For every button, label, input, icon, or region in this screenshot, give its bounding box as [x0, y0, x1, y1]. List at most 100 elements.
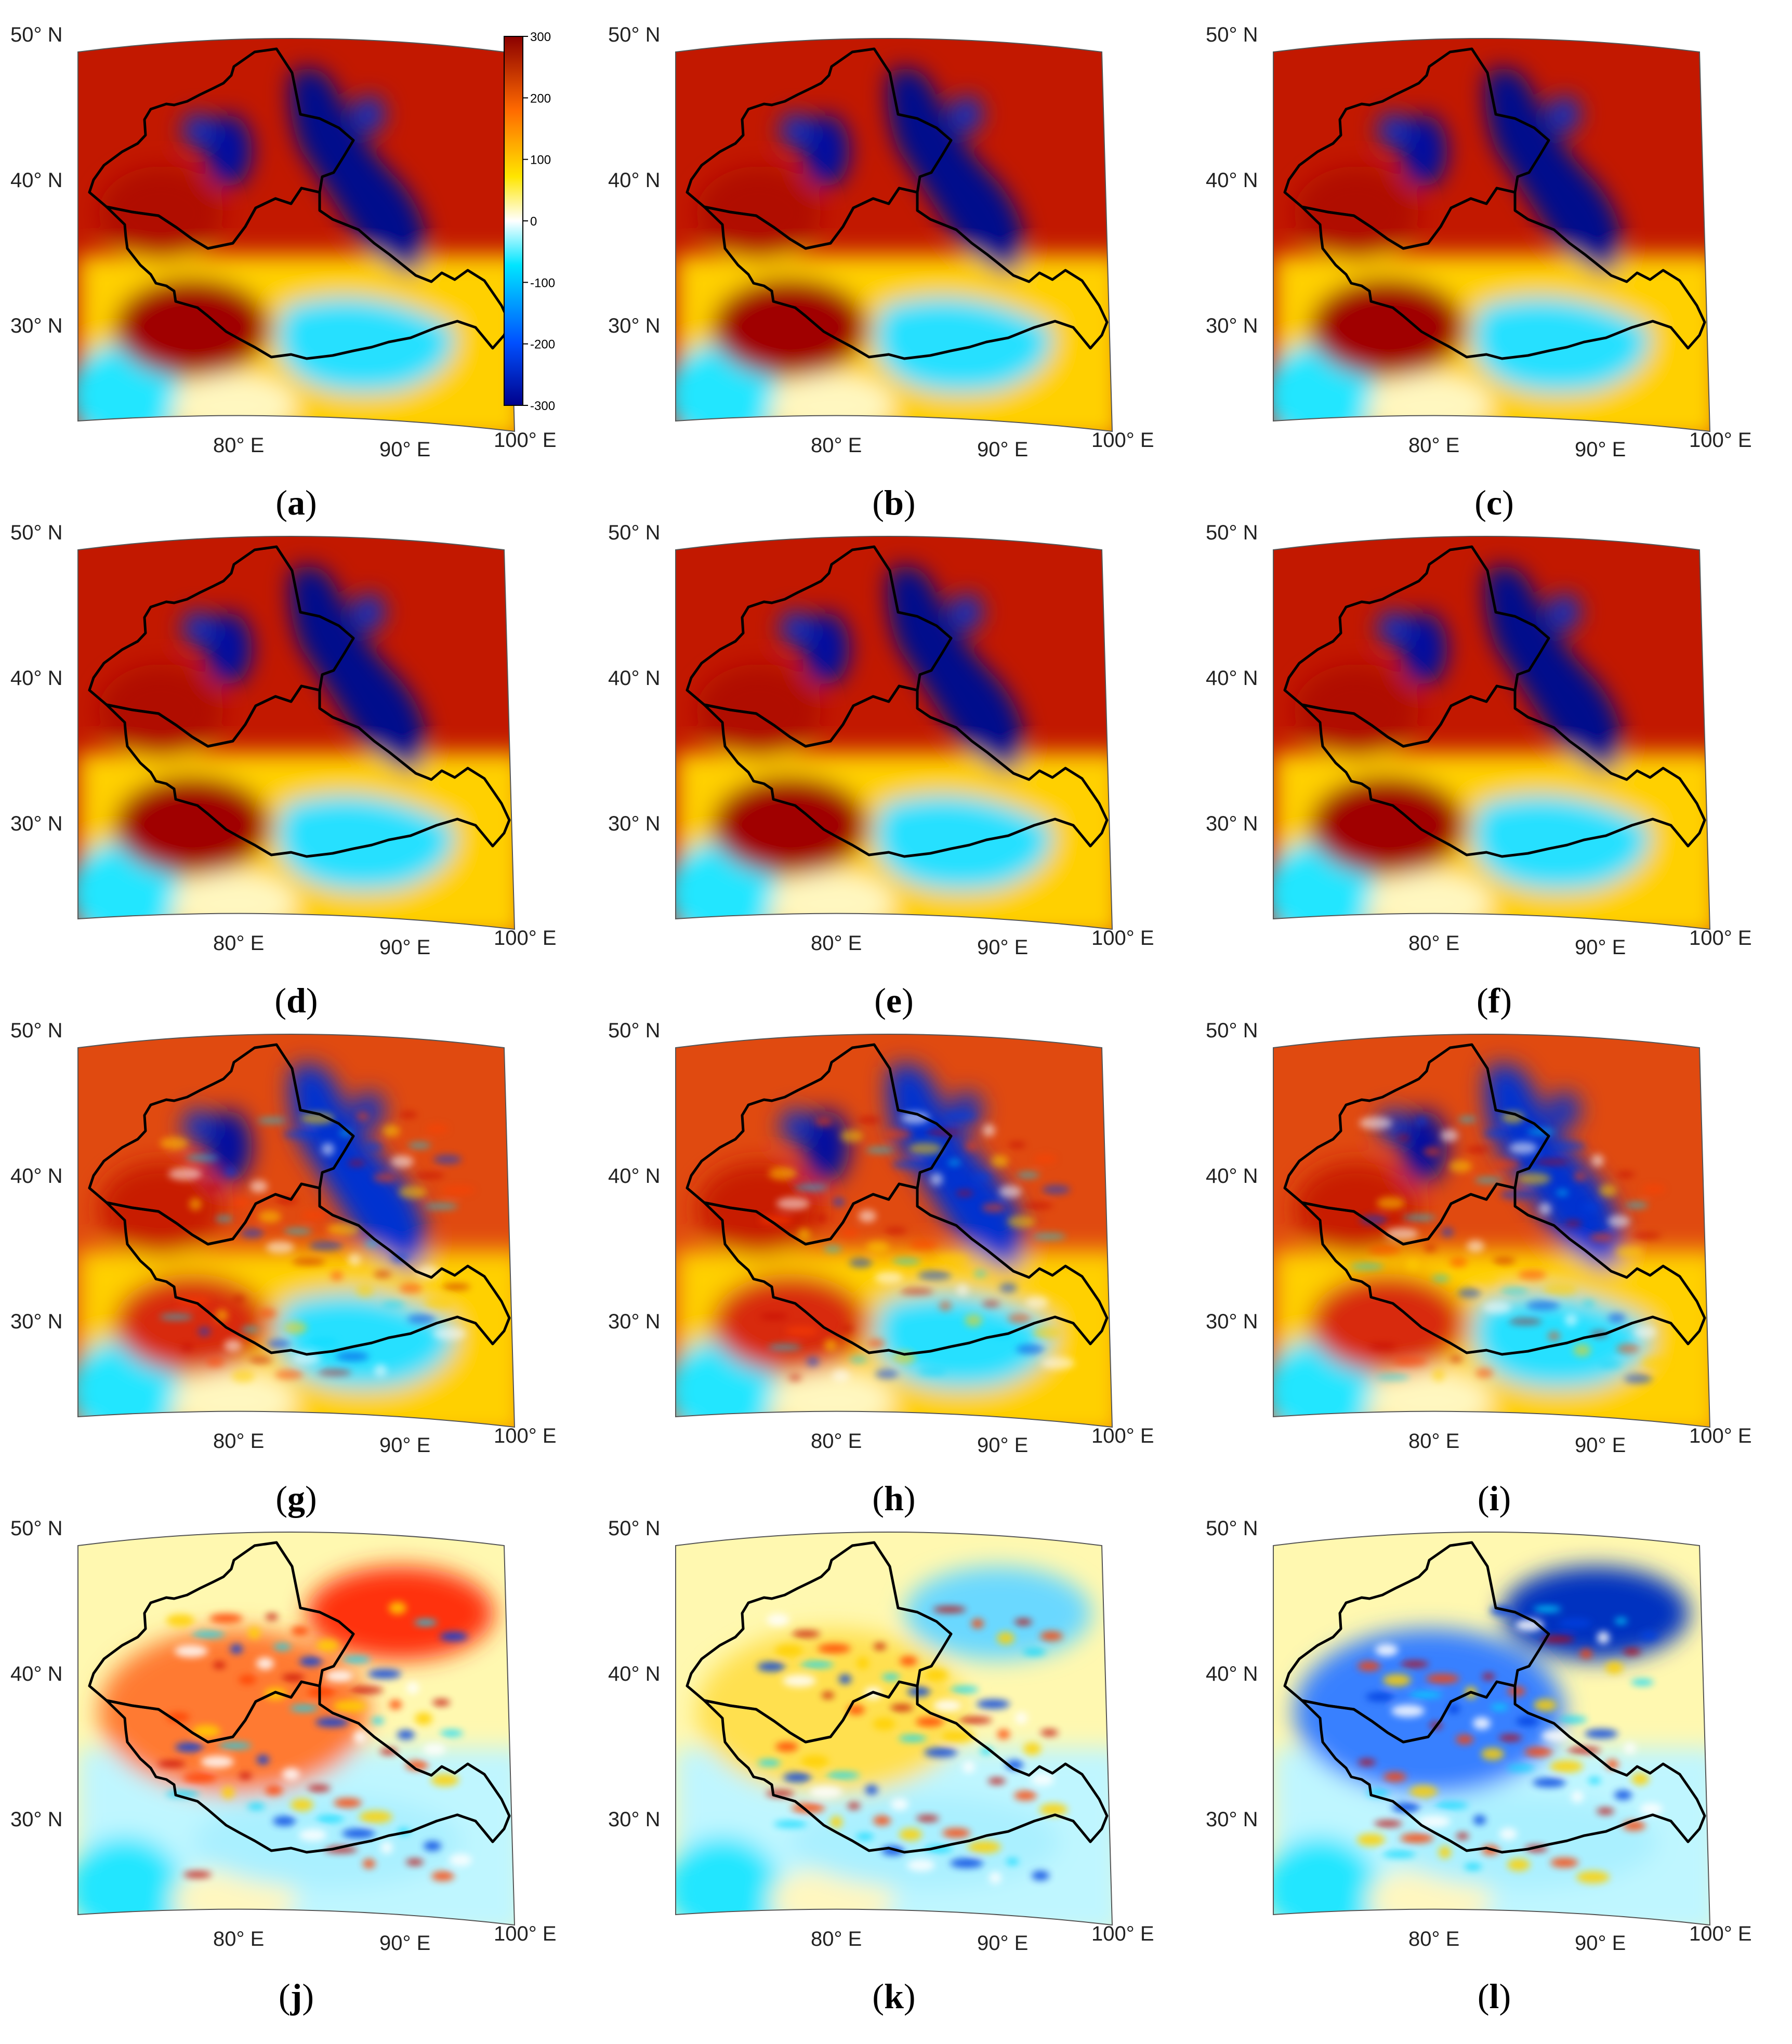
lat-label-30: 30° N [1206, 314, 1258, 337]
colorbar-tick: -200 [530, 338, 555, 352]
lat-label-30: 30° N [10, 812, 63, 835]
lat-label-50: 50° N [10, 1517, 63, 1540]
lat-label-40: 40° N [10, 1165, 63, 1188]
anomaly-field [1273, 1532, 1710, 1925]
map-panel-c: 50° N 40° N 30° N 80° E 90° E 100° E [1206, 23, 1752, 461]
map-panel-h: 50° N 40° N 30° N 80° E 90° E 100° E [608, 1019, 1154, 1457]
lat-label-30: 30° N [10, 1808, 63, 1831]
lon-label-90: 90° E [977, 438, 1028, 461]
map-panel-e: 50° N 40° N 30° N 80° E 90° E 100° E [608, 521, 1154, 959]
lat-label-50: 50° N [1206, 1019, 1258, 1042]
lon-label-100: 100° E [494, 927, 557, 950]
colorbar: 300 200 100 0 -100 -200 -300 [504, 30, 555, 413]
lon-label-80: 80° E [811, 1928, 862, 1950]
map-frame [675, 1532, 1113, 1926]
map-frame [675, 1034, 1113, 1428]
lat-label-30: 30° N [10, 1310, 63, 1333]
lat-label-50: 50° N [1206, 521, 1258, 544]
lat-label-50: 50° N [1206, 23, 1258, 46]
panel-caption-j: (j) [279, 1976, 314, 2016]
lat-label-50: 50° N [608, 23, 661, 46]
lat-label-40: 40° N [10, 169, 63, 192]
lon-label-80: 80° E [811, 932, 862, 955]
anomaly-field [1273, 1034, 1710, 1427]
lon-label-90: 90° E [1575, 1434, 1626, 1457]
lon-label-100: 100° E [1689, 429, 1752, 452]
map-frame [1273, 1034, 1711, 1428]
panel-caption-k: (k) [872, 1976, 915, 2016]
region-boundary [686, 47, 1109, 360]
lat-label-50: 50° N [10, 23, 63, 46]
region-boundary [1283, 1043, 1706, 1356]
lon-label-80: 80° E [1408, 1430, 1459, 1453]
lon-label-80: 80° E [1408, 1928, 1459, 1950]
lon-label-80: 80° E [811, 1430, 862, 1453]
map-panel-a: 50° N 40° N 30° N 80° E 90° E 100° E [10, 23, 557, 461]
map-frame [77, 38, 516, 432]
panel-caption-a: (a) [275, 483, 317, 522]
lon-label-100: 100° E [494, 1425, 557, 1447]
map-frame [1273, 1532, 1711, 1926]
region-boundary [686, 1541, 1109, 1854]
map-panel-g: 50° N 40° N 30° N 80° E 90° E 100° E [10, 1019, 557, 1457]
lon-label-100: 100° E [1091, 927, 1154, 950]
lon-label-80: 80° E [213, 1928, 264, 1950]
lon-label-90: 90° E [1575, 438, 1626, 461]
map-frame [1273, 536, 1711, 930]
lon-label-100: 100° E [1689, 1922, 1752, 1945]
anomaly-field [78, 1034, 515, 1427]
map-frame [675, 536, 1113, 930]
map-panel-j: 50° N 40° N 30° N 80° E 90° E 100° E [10, 1517, 557, 1955]
lat-label-30: 30° N [608, 1808, 661, 1831]
lon-label-90: 90° E [379, 936, 430, 959]
lat-label-30: 30° N [1206, 812, 1258, 835]
panel-caption-c: (c) [1474, 483, 1514, 522]
lon-label-100: 100° E [1091, 429, 1154, 452]
lat-label-50: 50° N [1206, 1517, 1258, 1540]
lon-label-100: 100° E [1689, 1425, 1752, 1447]
lon-label-80: 80° E [1408, 434, 1459, 457]
lon-label-100: 100° E [494, 429, 557, 452]
lat-label-40: 40° N [10, 1663, 63, 1685]
panel-caption-i: (i) [1478, 1479, 1511, 1518]
region-boundary [1283, 1541, 1706, 1854]
lat-label-30: 30° N [1206, 1310, 1258, 1333]
panel-caption-b: (b) [872, 483, 915, 522]
colorbar-tick: 0 [530, 215, 537, 229]
lat-label-50: 50° N [608, 521, 661, 544]
panel-caption-l: (l) [1478, 1976, 1511, 2016]
region-boundary [88, 1043, 511, 1356]
lat-label-50: 50° N [608, 1517, 661, 1540]
anomaly-field [1273, 536, 1710, 929]
lat-label-40: 40° N [608, 667, 661, 690]
lon-label-80: 80° E [1408, 932, 1459, 955]
colorbar-tick: -100 [530, 276, 555, 290]
lat-label-30: 30° N [10, 314, 63, 337]
lat-label-40: 40° N [1206, 667, 1258, 690]
map-panel-i: 50° N 40° N 30° N 80° E 90° E 100° E [1206, 1019, 1752, 1457]
lat-label-30: 30° N [608, 1310, 661, 1333]
map-frame [77, 1034, 516, 1428]
panel-caption-f: (f) [1477, 981, 1512, 1020]
lat-label-40: 40° N [608, 169, 661, 192]
region-boundary [1283, 545, 1706, 858]
map-panel-l: 50° N 40° N 30° N 80° E 90° E 100° E [1206, 1517, 1752, 1955]
lon-label-90: 90° E [1575, 936, 1626, 959]
lat-label-30: 30° N [608, 314, 661, 337]
lat-label-30: 30° N [608, 812, 661, 835]
colorbar-tick: -300 [530, 399, 555, 413]
lon-label-80: 80° E [811, 434, 862, 457]
lat-label-40: 40° N [608, 1663, 661, 1685]
lon-label-90: 90° E [1575, 1932, 1626, 1955]
lon-label-90: 90° E [379, 1434, 430, 1457]
panel-caption-e: (e) [874, 981, 914, 1020]
map-frame [675, 38, 1113, 432]
map-panel-b: 50° N 40° N 30° N 80° E 90° E 100° E [608, 23, 1154, 461]
lat-label-40: 40° N [608, 1165, 661, 1188]
anomaly-field [78, 536, 515, 929]
lon-label-90: 90° E [977, 1434, 1028, 1457]
lat-label-40: 40° N [1206, 169, 1258, 192]
colorbar-tick: 100 [530, 153, 551, 167]
panel-caption-h: (h) [872, 1479, 915, 1518]
